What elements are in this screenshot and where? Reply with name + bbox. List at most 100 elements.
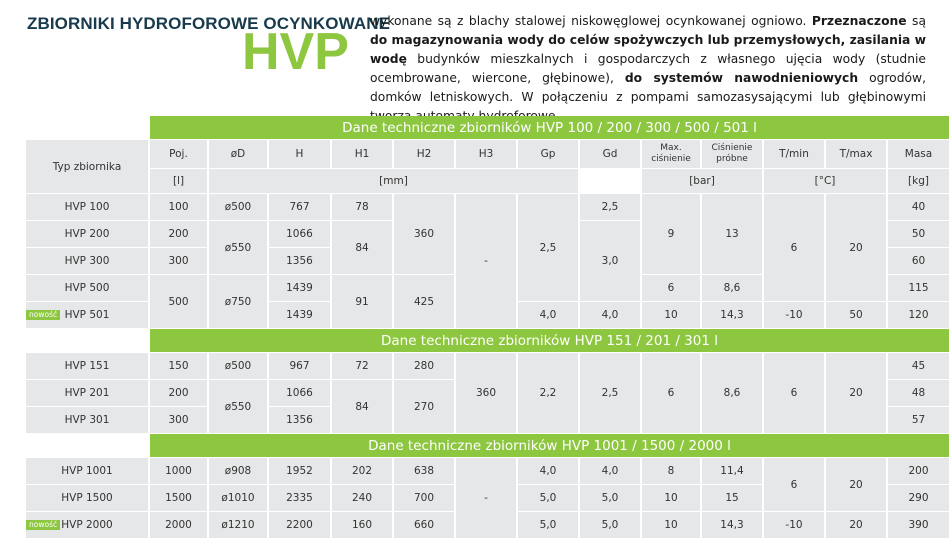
h1-cell: 84 <box>332 221 392 275</box>
diameter-cell: ø500 <box>209 353 267 380</box>
diameter-cell: ø1010 <box>209 485 267 512</box>
tmin-cell: -10 <box>764 302 824 329</box>
gd-cell: 2,5 <box>580 194 640 221</box>
h2-cell: 425 <box>394 275 454 329</box>
type-cell: HVP 1001 <box>26 458 148 485</box>
band-spacer <box>26 434 148 458</box>
band-spacer <box>26 329 148 353</box>
capacity-cell: 2000 <box>150 512 207 539</box>
tmax-cell: 20 <box>826 512 886 539</box>
header-gd: Gd <box>580 140 640 169</box>
test-pressure-cell: 13 <box>702 194 762 275</box>
type-label: HVP 2000 <box>61 519 113 531</box>
max-pressure-cell: 10 <box>642 512 700 539</box>
gp-cell: 2,5 <box>518 194 578 302</box>
type-cell: HVP 100 <box>26 194 148 221</box>
height-cell: 1356 <box>269 407 330 434</box>
capacity-cell: 150 <box>150 353 207 380</box>
h2-cell: 660 <box>394 512 454 539</box>
type-cell: HVP 1500 <box>26 485 148 512</box>
gd-cell: 4,0 <box>580 302 640 329</box>
mass-cell: 390 <box>888 512 949 539</box>
unit-bar: [bar] <box>642 169 762 194</box>
gp-cell: 4,0 <box>518 458 578 485</box>
gp-cell: 5,0 <box>518 512 578 539</box>
max-pressure-cell: 6 <box>642 275 700 302</box>
h2-cell: 280 <box>394 353 454 380</box>
tmin-cell: 6 <box>764 353 824 434</box>
new-badge: nowość <box>26 310 61 320</box>
tmin-cell: 6 <box>764 458 824 512</box>
test-pressure-cell: 8,6 <box>702 275 762 302</box>
h2-cell: 700 <box>394 485 454 512</box>
h2-cell: 360 <box>394 194 454 275</box>
technical-data-table: Dane techniczne zbiorników HVP 100 / 200… <box>26 116 949 550</box>
unit-kg: [kg] <box>888 169 949 194</box>
test-pressure-cell: 8,6 <box>702 353 762 434</box>
gd-cell: 5,0 <box>580 512 640 539</box>
height-cell: 1952 <box>269 458 330 485</box>
max-pressure-cell: 10 <box>642 302 700 329</box>
header-h2: H2 <box>394 140 454 169</box>
type-cell-new: nowość HVP 501 <box>26 302 148 329</box>
description-text: wykonane są z blachy stalowej niskowęglo… <box>370 14 812 28</box>
gd-cell: 2,5 <box>580 353 640 434</box>
type-cell: HVP 301 <box>26 407 148 434</box>
header-mass: Masa <box>888 140 949 169</box>
header-h: H <box>269 140 330 169</box>
section-band-1: Dane techniczne zbiorników HVP 100 / 200… <box>150 116 949 140</box>
capacity-cell: 500 <box>150 275 207 329</box>
gp-cell: 5,0 <box>518 485 578 512</box>
gd-cell: 3,0 <box>580 221 640 302</box>
h2-cell: 270 <box>394 380 454 434</box>
h2-cell: 638 <box>394 458 454 485</box>
h3-cell: - <box>456 194 516 329</box>
section-band-3: Dane techniczne zbiorników HVP 1001 / 15… <box>150 434 949 458</box>
type-cell: HVP 300 <box>26 248 148 275</box>
height-cell: 1439 <box>269 302 330 329</box>
mass-cell: 200 <box>888 458 949 485</box>
header-type: Typ zbiornika <box>26 140 148 194</box>
tmin-cell: -10 <box>764 512 824 539</box>
capacity-cell: 300 <box>150 248 207 275</box>
h1-cell: 72 <box>332 353 392 380</box>
mass-cell: 40 <box>888 194 949 221</box>
h1-cell: 240 <box>332 485 392 512</box>
max-pressure-cell: 6 <box>642 353 700 434</box>
header-h3: H3 <box>456 140 516 169</box>
gp-cell: 2,2 <box>518 353 578 434</box>
tmax-cell: 20 <box>826 194 886 302</box>
tmax-cell: 20 <box>826 353 886 434</box>
section-band-2: Dane techniczne zbiorników HVP 151 / 201… <box>150 329 949 353</box>
max-pressure-cell: 8 <box>642 458 700 485</box>
mass-cell: 48 <box>888 380 949 407</box>
height-cell: 1439 <box>269 275 330 302</box>
description-bold: Przeznaczone <box>811 14 907 28</box>
band-spacer <box>26 116 148 140</box>
new-badge: nowość <box>26 520 61 530</box>
capacity-cell: 200 <box>150 380 207 407</box>
tmin-cell: 6 <box>764 194 824 302</box>
header-gp: Gp <box>518 140 578 169</box>
height-cell: 967 <box>269 353 330 380</box>
height-cell: 2335 <box>269 485 330 512</box>
mass-cell: 57 <box>888 407 949 434</box>
diameter-cell: ø1210 <box>209 512 267 539</box>
unit-liters: [l] <box>150 169 207 194</box>
capacity-cell: 300 <box>150 407 207 434</box>
mass-cell: 60 <box>888 248 949 275</box>
header-poj: Poj. <box>150 140 207 169</box>
header-max-pressure: Max. ciśnienie <box>642 140 700 169</box>
test-pressure-cell: 14,3 <box>702 302 762 329</box>
h1-cell: 78 <box>332 194 392 221</box>
height-cell: 767 <box>269 194 330 221</box>
gd-cell: 5,0 <box>580 485 640 512</box>
type-cell: HVP 500 <box>26 275 148 302</box>
mass-cell: 115 <box>888 275 949 302</box>
mass-cell: 50 <box>888 221 949 248</box>
gp-cell: 4,0 <box>518 302 578 329</box>
height-cell: 1066 <box>269 380 330 407</box>
diameter-cell: ø750 <box>209 275 267 329</box>
header-tmin: T/min <box>764 140 824 169</box>
type-cell: HVP 151 <box>26 353 148 380</box>
